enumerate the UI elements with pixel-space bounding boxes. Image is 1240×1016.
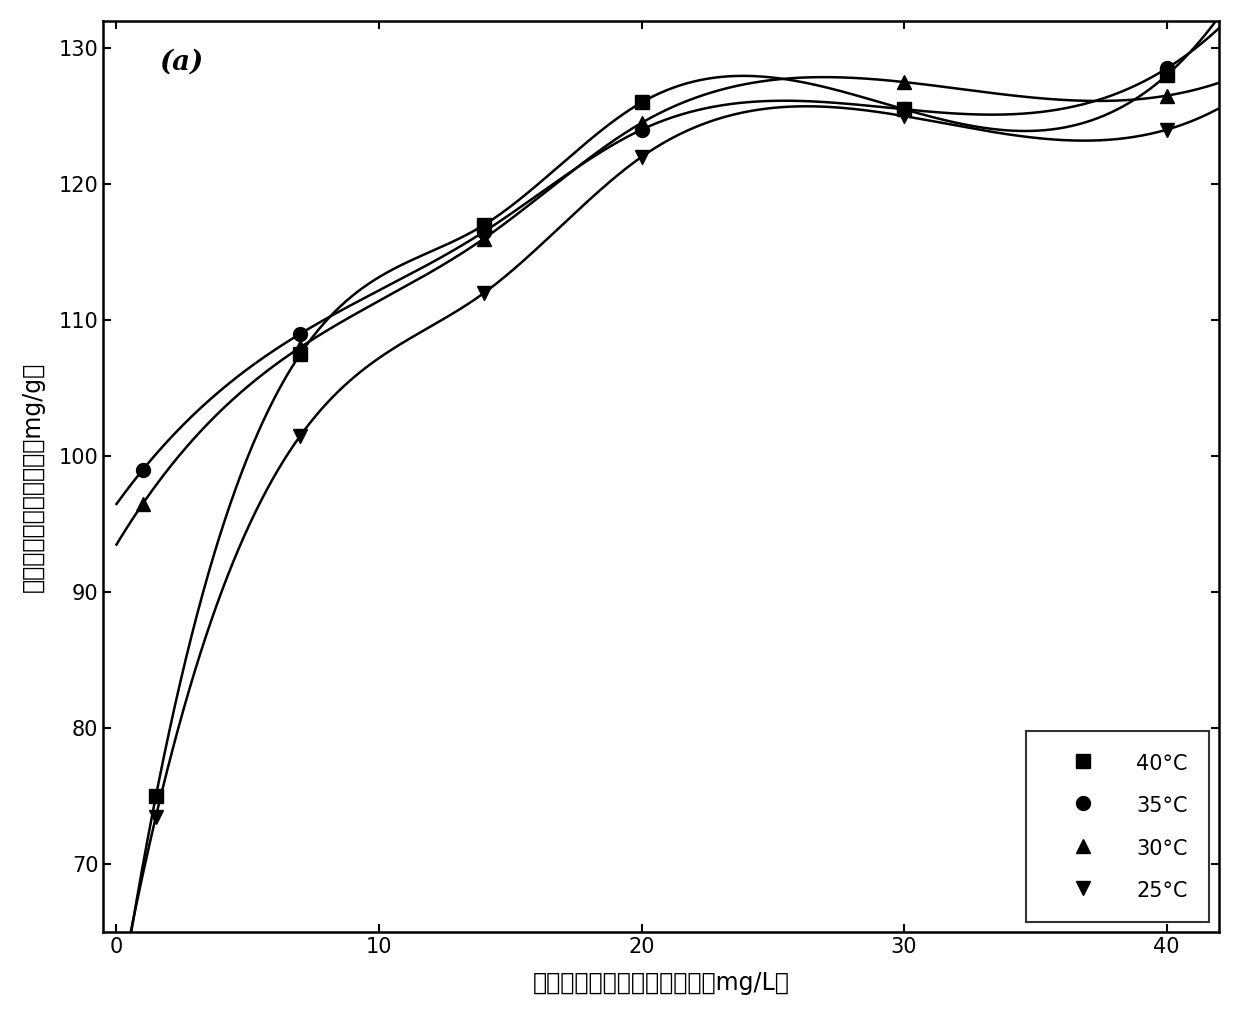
- 35°C: [634, 124, 649, 136]
- 30°C: [135, 498, 150, 510]
- 35°C: [293, 328, 308, 340]
- 30°C: [897, 76, 911, 88]
- 35°C: [476, 226, 491, 238]
- 40°C: [897, 104, 911, 116]
- Legend: 40°C, 35°C, 30°C, 25°C: 40°C, 35°C, 30°C, 25°C: [1025, 731, 1209, 922]
- 35°C: [897, 104, 911, 116]
- Y-axis label: 吸附饱和时磷吸附容量（mg/g）: 吸附饱和时磷吸附容量（mg/g）: [21, 362, 45, 591]
- 35°C: [1159, 62, 1174, 74]
- Line: 40°C: 40°C: [149, 68, 1173, 804]
- X-axis label: 吸附饱和后剩余磷酸盐浓度（mg/L）: 吸附饱和后剩余磷酸盐浓度（mg/L）: [533, 971, 790, 995]
- 40°C: [634, 97, 649, 109]
- 25°C: [476, 287, 491, 299]
- 30°C: [1159, 89, 1174, 102]
- 40°C: [1159, 69, 1174, 81]
- 25°C: [634, 150, 649, 163]
- 25°C: [149, 811, 164, 823]
- 35°C: [135, 463, 150, 475]
- 25°C: [293, 430, 308, 442]
- 40°C: [149, 790, 164, 803]
- 40°C: [293, 348, 308, 361]
- 25°C: [1159, 124, 1174, 136]
- 30°C: [634, 117, 649, 129]
- 25°C: [897, 110, 911, 122]
- 30°C: [293, 341, 308, 354]
- Line: 30°C: 30°C: [135, 75, 1173, 511]
- Line: 35°C: 35°C: [135, 62, 1173, 477]
- 40°C: [476, 218, 491, 231]
- Line: 25°C: 25°C: [149, 109, 1173, 824]
- 30°C: [476, 233, 491, 245]
- Text: (a): (a): [159, 48, 203, 75]
